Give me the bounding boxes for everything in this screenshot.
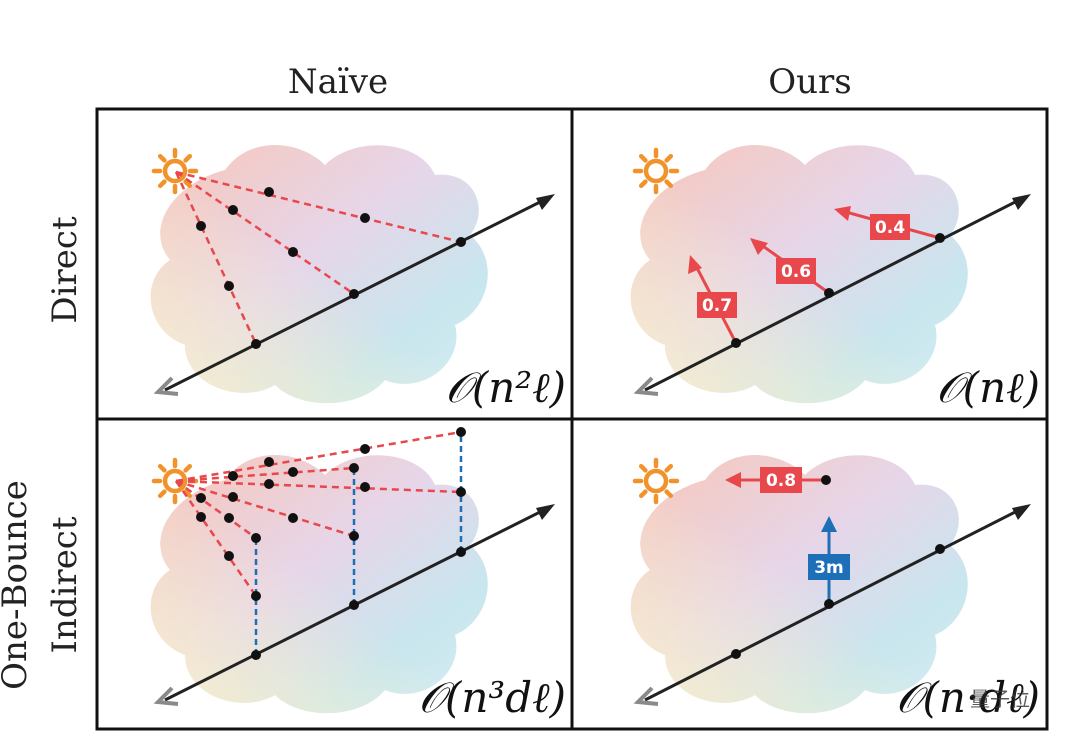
camera-icon: [633, 686, 659, 706]
value-label-0.4: 0.4: [875, 218, 905, 238]
panel-naive-direct: [150, 145, 555, 404]
panel-ours-indirect: 0.8 3m: [630, 455, 1031, 714]
value-label-0.7: 0.7: [702, 296, 732, 316]
value-label-0.8: 0.8: [766, 471, 796, 491]
sun-icon: [154, 150, 196, 192]
value-label-3m: 3m: [814, 558, 844, 578]
watermark: 量子位: [970, 687, 1030, 711]
sun-icon: [635, 150, 677, 192]
column-title-ours: Ours: [768, 62, 852, 102]
camera-icon: [633, 376, 659, 396]
camera-icon: [153, 376, 179, 396]
value-label-0.6: 0.6: [781, 262, 811, 282]
column-title-naive: Naïve: [287, 62, 389, 102]
complexity-ours-direct: 𝒪(nℓ): [936, 363, 1040, 412]
sun-icon: [635, 460, 677, 502]
panel-naive-indirect: [150, 427, 555, 714]
complexity-naive-direct: 𝒪(n²ℓ): [445, 363, 566, 412]
complexity-ours-indirect: 𝒪(n·dℓ): [896, 673, 1040, 722]
camera-icon: [153, 686, 179, 706]
complexity-naive-indirect: 𝒪(n³dℓ): [419, 673, 567, 722]
panel-ours-direct: 0.7 0.6 0.4: [630, 145, 1031, 404]
